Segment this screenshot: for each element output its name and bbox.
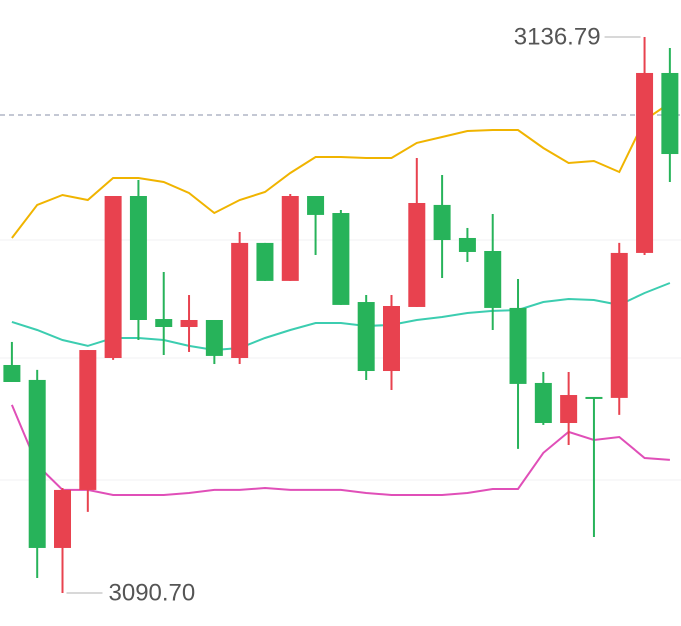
- candle-body: [307, 196, 325, 215]
- candle-body: [585, 396, 603, 399]
- candle-body: [104, 196, 122, 358]
- candle-body: [256, 242, 274, 281]
- candle-body: [155, 319, 173, 327]
- candle-body: [281, 196, 299, 281]
- candle-body: [54, 489, 72, 548]
- candle-body: [661, 72, 679, 155]
- candle-body: [433, 204, 451, 241]
- candle-body: [382, 306, 400, 372]
- candle-body: [408, 202, 426, 307]
- annotation-label: 3136.79: [514, 23, 601, 50]
- candle-body: [180, 319, 198, 327]
- band-line: [11, 102, 671, 239]
- candle-body: [534, 382, 552, 424]
- candle-body: [332, 213, 350, 305]
- candle-body: [509, 307, 527, 384]
- candle-body: [79, 350, 97, 490]
- candle-body: [205, 319, 223, 356]
- candle-body: [560, 395, 578, 424]
- candle-body: [610, 252, 628, 398]
- band-line: [10, 404, 670, 496]
- candle-body: [129, 196, 147, 320]
- candle-body: [636, 72, 654, 253]
- candle-body: [3, 364, 21, 382]
- candle-body: [231, 242, 249, 358]
- annotation-label: 3090.70: [109, 579, 196, 606]
- candle-body: [458, 237, 476, 252]
- candle-body: [484, 251, 502, 308]
- candle-body: [357, 302, 375, 372]
- candle-body: [28, 379, 46, 548]
